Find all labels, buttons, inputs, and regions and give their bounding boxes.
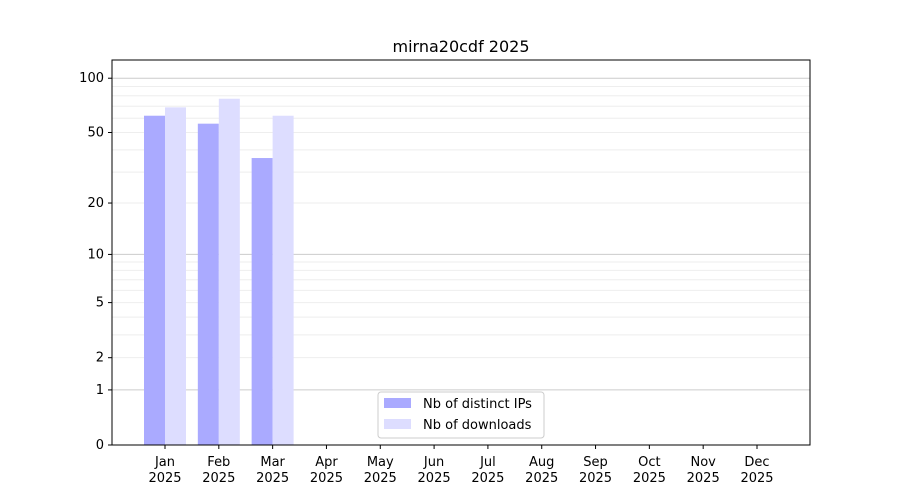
x-tick-label: Jan 2025 — [148, 455, 181, 486]
y-tick-label: 50 — [87, 126, 104, 141]
y-tick-label: 2 — [96, 351, 104, 366]
x-tick-label: Oct 2025 — [633, 455, 666, 486]
y-tick-label: 0 — [96, 438, 104, 453]
x-tick-label: Dec 2025 — [740, 455, 773, 486]
bar-downloads — [218, 98, 240, 445]
x-tick-label: Jun 2025 — [418, 455, 451, 486]
bar-downloads — [165, 107, 186, 446]
y-tick-label: 5 — [96, 296, 104, 311]
x-tick-label: Mar 2025 — [256, 455, 289, 486]
chart-title: mirna20cdf 2025 — [392, 37, 529, 56]
bar-distinct-ips — [251, 158, 273, 445]
x-tick-label: Nov 2025 — [687, 455, 720, 486]
plot-frame — [111, 59, 811, 446]
x-tick-label: Aug 2025 — [525, 455, 558, 486]
y-tick-label: 20 — [87, 196, 104, 211]
y-tick-label: 10 — [87, 247, 104, 262]
legend-label: Nb of downloads — [423, 418, 532, 433]
x-tick-label: Apr 2025 — [310, 455, 343, 486]
bar-distinct-ips — [144, 115, 165, 446]
x-tick-label: Feb 2025 — [202, 455, 235, 486]
legend-box — [377, 391, 545, 439]
bar-downloads — [272, 115, 294, 446]
bar-distinct-ips — [197, 123, 219, 446]
x-tick-label: May 2025 — [364, 455, 397, 486]
y-tick-label: 1 — [96, 383, 104, 398]
legend-swatch — [384, 419, 411, 429]
x-tick-label: Jul 2025 — [471, 455, 504, 486]
legend-label: Nb of distinct IPs — [423, 397, 532, 412]
y-tick-label: 100 — [79, 71, 104, 86]
legend-swatch — [384, 398, 411, 408]
x-tick-label: Sep 2025 — [579, 455, 612, 486]
